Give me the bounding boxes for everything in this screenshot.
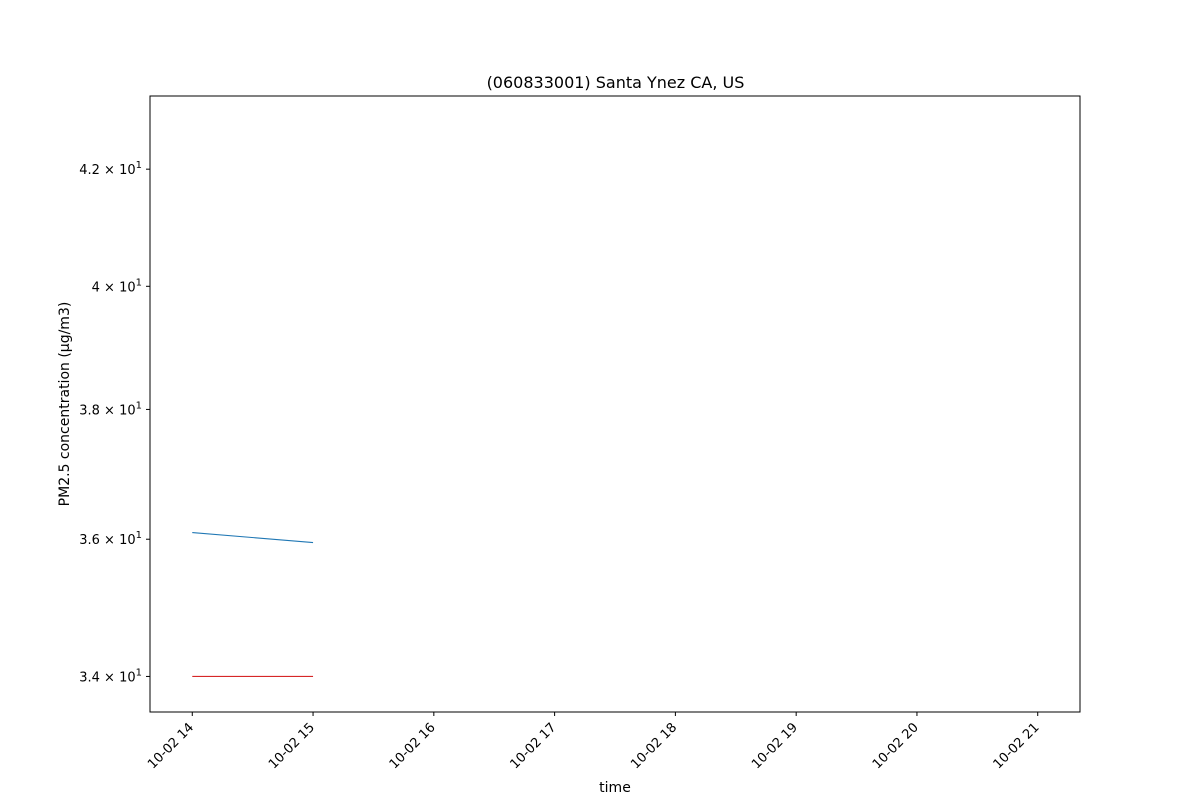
series-line-1: [192, 532, 314, 544]
y-axis-label: PM2.5 concentration (µg/m3): [57, 302, 73, 507]
series-layer: [192, 532, 314, 677]
y-tick-label: 3.8 × 101: [79, 400, 142, 418]
plot-area: [149, 95, 1081, 713]
chart-title: (060833001) Santa Ynez CA, US: [487, 73, 745, 92]
y-tick-label: 3.4 × 101: [79, 667, 142, 685]
y-axis: 3.4 × 101 3.6 × 101 3.8 × 101 4 × 101 4.2 × …: [79, 160, 150, 685]
plot-frame: [149, 95, 1081, 713]
y-tick-label: 4 × 101: [92, 277, 142, 295]
y-tick-label: 4.2 × 101: [79, 160, 142, 178]
y-tick-label: 3.6 × 101: [79, 530, 142, 548]
x-axis-label: time: [599, 780, 631, 796]
